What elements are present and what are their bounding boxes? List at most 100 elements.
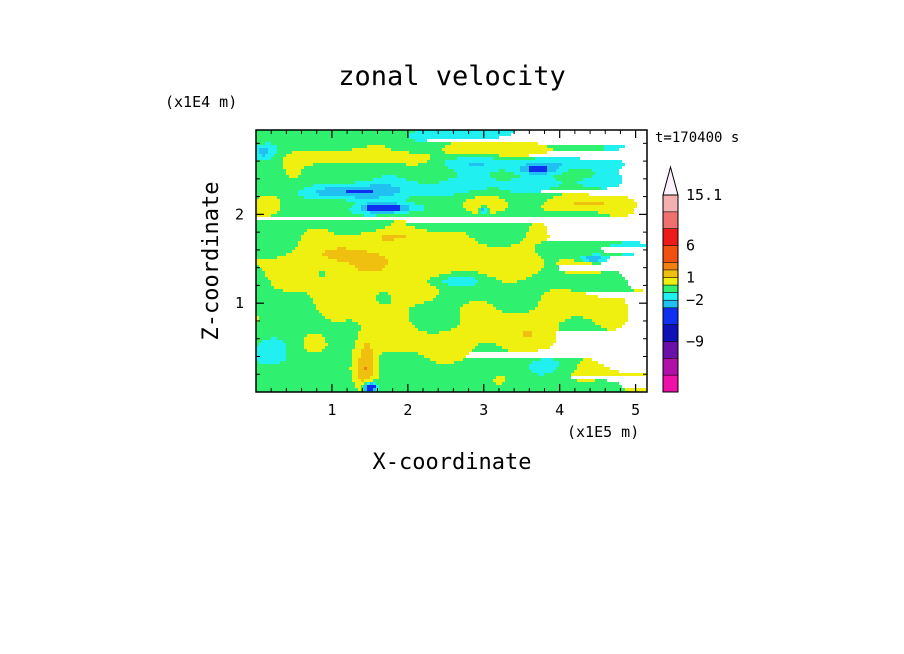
field-cell <box>289 175 298 178</box>
field-cell <box>373 373 379 376</box>
field-cell <box>256 166 283 169</box>
field-cell <box>535 250 604 253</box>
field-cell <box>448 178 496 181</box>
field-cell <box>325 271 451 274</box>
field-cell <box>256 370 352 373</box>
field-cell <box>256 343 259 346</box>
field-cell <box>544 373 571 376</box>
field-cell <box>430 283 448 286</box>
field-cell <box>478 280 502 283</box>
field-cell <box>580 256 586 259</box>
field-cell <box>373 361 379 364</box>
field-cell <box>322 253 379 256</box>
colorbar-swatch <box>663 358 678 376</box>
field-cell <box>553 196 628 199</box>
field-cell <box>457 325 559 328</box>
field-cell <box>499 154 529 157</box>
field-cell <box>544 202 574 205</box>
field-cell <box>541 268 559 271</box>
field-cell <box>256 373 352 376</box>
field-cell <box>328 256 385 259</box>
field-cell <box>364 367 367 370</box>
field-cell <box>379 253 538 256</box>
field-cell <box>307 349 322 352</box>
field-cell <box>583 259 589 262</box>
field-cell <box>439 274 487 277</box>
field-cell <box>436 361 454 364</box>
x-axis-label: X-coordinate <box>373 450 532 475</box>
field-cell <box>442 148 553 151</box>
field-cell <box>511 244 535 247</box>
field-cell <box>325 346 355 349</box>
field-cell <box>322 349 352 352</box>
field-cell <box>256 226 385 229</box>
field-cell <box>496 277 526 280</box>
field-cell <box>475 283 628 286</box>
field-cell <box>595 172 619 175</box>
field-cell <box>445 163 469 166</box>
field-cell <box>601 256 610 259</box>
field-cell <box>550 289 571 292</box>
field-cell <box>349 367 358 370</box>
field-cell <box>265 142 271 145</box>
field-cell <box>559 166 622 169</box>
field-cell <box>439 292 544 295</box>
field-cell <box>589 259 598 262</box>
field-cell <box>364 214 376 217</box>
field-cell <box>256 196 259 199</box>
field-cell <box>256 349 286 352</box>
field-cell <box>346 247 535 250</box>
colorbar-label: 6 <box>686 237 695 255</box>
field-cell <box>562 181 577 184</box>
field-cell <box>256 376 352 379</box>
field-cell <box>460 313 628 316</box>
field-cell <box>256 364 352 367</box>
field-cell <box>391 148 442 151</box>
field-cell <box>256 337 271 340</box>
field-cell <box>553 175 592 178</box>
field-cell <box>598 211 634 214</box>
field-cell <box>424 301 469 304</box>
field-cell <box>382 175 397 178</box>
field-cell <box>367 367 373 370</box>
field-cell <box>577 181 622 184</box>
field-cell <box>337 259 388 262</box>
field-cell <box>502 382 619 385</box>
field-cell <box>505 208 544 211</box>
field-cell <box>559 184 583 187</box>
field-cell <box>469 190 511 193</box>
field-cell <box>400 205 409 208</box>
field-cell <box>376 295 391 298</box>
field-cell <box>292 151 409 154</box>
field-cell <box>382 268 541 271</box>
field-cell <box>355 196 379 199</box>
x-scale-label: (x1E5 m) <box>567 423 639 441</box>
field-cell <box>283 289 439 292</box>
field-cell <box>604 202 637 205</box>
colorbar-swatch <box>663 292 678 301</box>
field-cell <box>316 304 415 307</box>
field-cell <box>337 247 346 250</box>
field-cell <box>277 337 304 340</box>
field-cell <box>367 208 400 211</box>
field-cell <box>460 307 496 310</box>
field-cell <box>505 169 520 172</box>
field-cell <box>376 214 610 217</box>
field-cell <box>355 202 367 205</box>
field-cell <box>463 358 541 361</box>
field-cell <box>499 196 553 199</box>
field-cell <box>445 151 547 154</box>
field-cell <box>538 301 625 304</box>
field-cell <box>601 187 607 190</box>
field-cell <box>364 388 367 391</box>
field-cell <box>256 208 280 211</box>
field-cell <box>268 151 277 154</box>
field-cell <box>334 232 361 235</box>
field-cell <box>532 274 622 277</box>
field-cell <box>358 367 364 370</box>
field-cell <box>346 319 352 322</box>
field-cell <box>409 310 460 313</box>
field-cell <box>352 211 370 214</box>
field-cell <box>256 283 271 286</box>
field-cell <box>256 352 286 355</box>
